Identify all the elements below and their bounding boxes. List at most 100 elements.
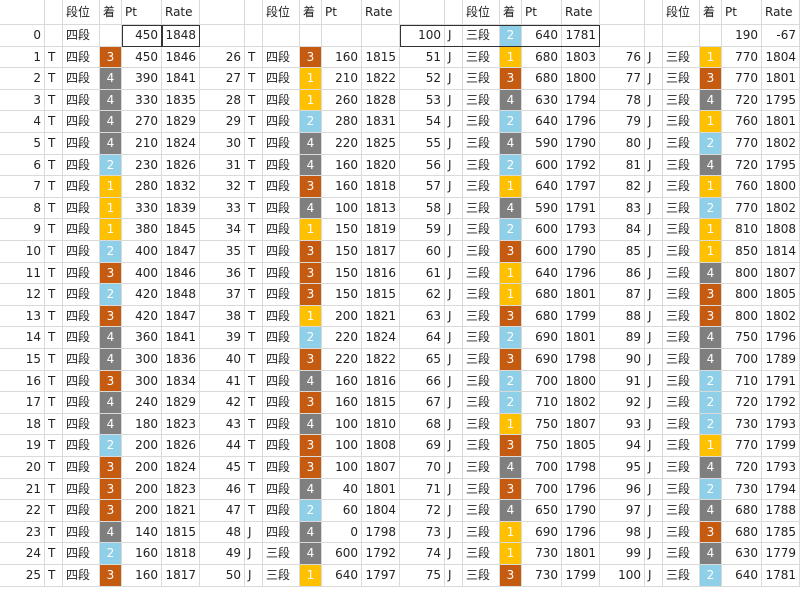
points: 280 bbox=[322, 111, 362, 133]
row-index: 65 bbox=[400, 349, 445, 371]
points: 590 bbox=[522, 197, 562, 220]
points: 640 bbox=[722, 565, 762, 587]
rating: 1793 bbox=[762, 413, 800, 436]
group: T bbox=[245, 435, 263, 457]
points: 60 bbox=[322, 500, 362, 522]
column-header: 段位 bbox=[463, 0, 500, 25]
points: 40 bbox=[322, 478, 362, 501]
points: 680 bbox=[522, 284, 562, 306]
row-index: 53 bbox=[400, 89, 445, 112]
group: T bbox=[45, 176, 63, 198]
row-index: 47 bbox=[200, 500, 245, 522]
rating: 1800 bbox=[562, 370, 600, 393]
dan-rank: 三段 bbox=[463, 46, 500, 69]
dan-rank: 四段 bbox=[63, 68, 100, 90]
points: 730 bbox=[722, 413, 762, 436]
points: 180 bbox=[122, 413, 162, 436]
rating: 1825 bbox=[362, 133, 400, 155]
dan-rank: 四段 bbox=[63, 457, 100, 479]
dan-rank: 三段 bbox=[663, 154, 700, 177]
rating: 1818 bbox=[362, 176, 400, 198]
row-index: 51 bbox=[400, 46, 445, 69]
dan-rank: 四段 bbox=[63, 111, 100, 133]
row-index: 74 bbox=[400, 543, 445, 565]
placing: 1 bbox=[500, 521, 522, 544]
row-index: 48 bbox=[200, 521, 245, 544]
row-index: 36 bbox=[200, 262, 245, 285]
rating: 1793 bbox=[762, 457, 800, 479]
row-index: 64 bbox=[400, 327, 445, 349]
column-header: Rate bbox=[362, 0, 400, 25]
points: 690 bbox=[522, 327, 562, 349]
column-header: 着 bbox=[700, 0, 722, 25]
dan-rank: 三段 bbox=[663, 435, 700, 457]
points: 210 bbox=[322, 68, 362, 90]
group: T bbox=[245, 111, 263, 133]
placing: 2 bbox=[500, 25, 522, 47]
dan-rank: 四段 bbox=[63, 349, 100, 371]
row-index: 87 bbox=[600, 284, 645, 306]
empty-cell bbox=[322, 25, 362, 47]
group: T bbox=[45, 46, 63, 69]
placing: 2 bbox=[100, 154, 122, 177]
row-index: 57 bbox=[400, 176, 445, 198]
row-index: 85 bbox=[600, 241, 645, 263]
empty-cell bbox=[362, 25, 400, 47]
placing: 1 bbox=[100, 197, 122, 220]
placing: 3 bbox=[500, 478, 522, 501]
dan-rank: 四段 bbox=[63, 241, 100, 263]
dan-rank: 四段 bbox=[63, 133, 100, 155]
placing: 4 bbox=[300, 133, 322, 155]
dan-rank: 三段 bbox=[463, 478, 500, 501]
rating: 1824 bbox=[162, 457, 200, 479]
rating: 1792 bbox=[562, 154, 600, 177]
points: 700 bbox=[522, 370, 562, 393]
rating: 1796 bbox=[762, 327, 800, 349]
placing: 1 bbox=[500, 413, 522, 436]
group: J bbox=[645, 133, 663, 155]
placing: 3 bbox=[300, 349, 322, 371]
rating: 1801 bbox=[762, 68, 800, 90]
dan-rank: 三段 bbox=[663, 133, 700, 155]
row-index: 94 bbox=[600, 435, 645, 457]
group: J bbox=[445, 327, 463, 349]
row-index: 33 bbox=[200, 197, 245, 220]
row-index: 17 bbox=[0, 392, 45, 414]
points: 0 bbox=[322, 521, 362, 544]
points: 770 bbox=[722, 68, 762, 90]
points: 770 bbox=[722, 435, 762, 457]
rating: 1795 bbox=[762, 154, 800, 177]
placing: 3 bbox=[500, 565, 522, 587]
header-blank bbox=[645, 0, 663, 25]
row-index: 52 bbox=[400, 68, 445, 90]
points: 700 bbox=[522, 457, 562, 479]
rating: 1841 bbox=[162, 68, 200, 90]
points: 850 bbox=[722, 241, 762, 263]
points: 640 bbox=[322, 565, 362, 587]
placing: 3 bbox=[300, 392, 322, 414]
points: 730 bbox=[722, 478, 762, 501]
rating: 1803 bbox=[562, 46, 600, 69]
points: 720 bbox=[722, 154, 762, 177]
rating: 1839 bbox=[162, 197, 200, 220]
dan-rank: 四段 bbox=[263, 197, 300, 220]
points: 760 bbox=[722, 176, 762, 198]
row-index: 98 bbox=[600, 521, 645, 544]
group: T bbox=[245, 89, 263, 112]
placing: 4 bbox=[300, 543, 322, 565]
placing: 3 bbox=[300, 241, 322, 263]
empty-cell bbox=[245, 25, 263, 47]
column-header: Pt bbox=[722, 0, 762, 25]
dan-rank: 四段 bbox=[63, 543, 100, 565]
group: T bbox=[245, 478, 263, 501]
points: 700 bbox=[522, 478, 562, 501]
points: 750 bbox=[722, 327, 762, 349]
rating: 1848 bbox=[162, 284, 200, 306]
group: T bbox=[245, 305, 263, 328]
points: 690 bbox=[522, 349, 562, 371]
row-index: 88 bbox=[600, 305, 645, 328]
rating: 1805 bbox=[562, 435, 600, 457]
placing: 4 bbox=[100, 89, 122, 112]
points: 300 bbox=[122, 349, 162, 371]
rating: 1796 bbox=[562, 262, 600, 285]
